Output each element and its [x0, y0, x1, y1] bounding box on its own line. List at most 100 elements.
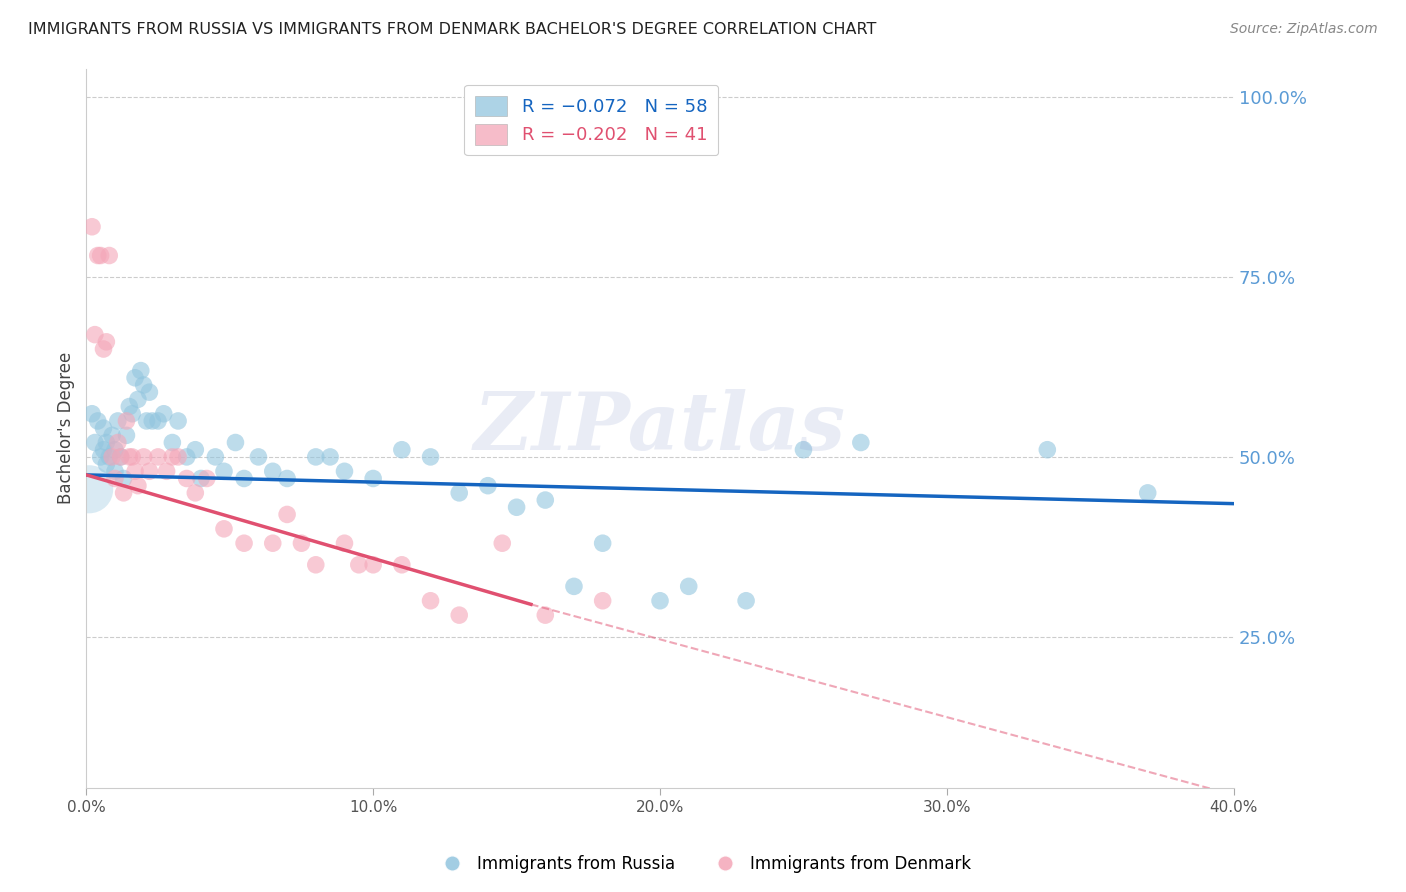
Point: [83, 327, 105, 342]
Point: [262, 464, 284, 478]
Point: [104, 471, 127, 485]
Text: ZIPatlas: ZIPatlas: [474, 390, 846, 467]
Point: [112, 486, 135, 500]
Point: [276, 508, 298, 522]
Point: [135, 414, 157, 428]
Point: [98, 450, 121, 464]
Point: [146, 450, 169, 464]
Point: [204, 450, 226, 464]
Legend: R = −0.072   N = 58, R = −0.202   N = 41: R = −0.072 N = 58, R = −0.202 N = 41: [464, 85, 718, 155]
Point: [333, 536, 356, 550]
Point: [101, 450, 124, 464]
Point: [110, 450, 132, 464]
Point: [152, 407, 174, 421]
Point: [121, 450, 143, 464]
Point: [107, 414, 129, 428]
Point: [735, 593, 758, 607]
Point: [127, 478, 149, 492]
Legend: Immigrants from Russia, Immigrants from Denmark: Immigrants from Russia, Immigrants from …: [429, 848, 977, 880]
Point: [290, 536, 312, 550]
Point: [505, 500, 527, 515]
Point: [391, 442, 413, 457]
Point: [212, 464, 235, 478]
Point: [477, 478, 499, 492]
Text: IMMIGRANTS FROM RUSSIA VS IMMIGRANTS FROM DENMARK BACHELOR'S DEGREE CORRELATION : IMMIGRANTS FROM RUSSIA VS IMMIGRANTS FRO…: [28, 22, 876, 37]
Point: [146, 414, 169, 428]
Point: [449, 486, 471, 500]
Point: [132, 450, 155, 464]
Point: [361, 471, 384, 485]
Point: [127, 392, 149, 407]
Point: [138, 385, 160, 400]
Point: [162, 435, 184, 450]
Point: [112, 471, 135, 485]
Point: [391, 558, 413, 572]
Point: [121, 407, 143, 421]
Point: [491, 536, 513, 550]
Point: [849, 435, 872, 450]
Point: [129, 363, 152, 377]
Point: [141, 414, 163, 428]
Point: [678, 579, 700, 593]
Point: [176, 471, 198, 485]
Point: [195, 471, 218, 485]
Point: [110, 450, 132, 464]
Point: [93, 342, 115, 356]
Point: [319, 450, 342, 464]
Point: [87, 248, 110, 262]
Point: [184, 442, 207, 457]
Point: [77, 483, 100, 497]
Point: [224, 435, 246, 450]
Point: [124, 464, 146, 478]
Point: [648, 593, 671, 607]
Point: [333, 464, 356, 478]
Point: [101, 428, 124, 442]
Point: [80, 219, 103, 234]
Point: [90, 248, 112, 262]
Point: [107, 435, 129, 450]
Point: [562, 579, 585, 593]
Point: [305, 558, 328, 572]
Point: [592, 593, 614, 607]
Point: [176, 450, 198, 464]
Point: [104, 464, 127, 478]
Point: [190, 471, 212, 485]
Point: [305, 450, 328, 464]
Point: [93, 421, 115, 435]
Point: [162, 450, 184, 464]
Point: [419, 450, 441, 464]
Point: [167, 414, 190, 428]
Point: [347, 558, 370, 572]
Point: [449, 608, 471, 623]
Point: [115, 414, 138, 428]
Point: [118, 400, 141, 414]
Point: [1136, 486, 1159, 500]
Point: [96, 457, 118, 471]
Point: [361, 558, 384, 572]
Point: [118, 450, 141, 464]
Point: [96, 435, 118, 450]
Point: [87, 414, 110, 428]
Point: [167, 450, 190, 464]
Point: [262, 536, 284, 550]
Point: [233, 536, 256, 550]
Text: Source: ZipAtlas.com: Source: ZipAtlas.com: [1230, 22, 1378, 37]
Point: [90, 450, 112, 464]
Point: [156, 464, 179, 478]
Point: [124, 371, 146, 385]
Point: [592, 536, 614, 550]
Point: [93, 442, 115, 457]
Point: [792, 442, 814, 457]
Point: [98, 248, 121, 262]
Point: [184, 486, 207, 500]
Point: [83, 435, 105, 450]
Point: [276, 471, 298, 485]
Point: [212, 522, 235, 536]
Y-axis label: Bachelor's Degree: Bachelor's Degree: [58, 352, 75, 504]
Point: [115, 428, 138, 442]
Point: [132, 378, 155, 392]
Point: [1036, 442, 1059, 457]
Point: [233, 471, 256, 485]
Point: [534, 493, 557, 508]
Point: [96, 334, 118, 349]
